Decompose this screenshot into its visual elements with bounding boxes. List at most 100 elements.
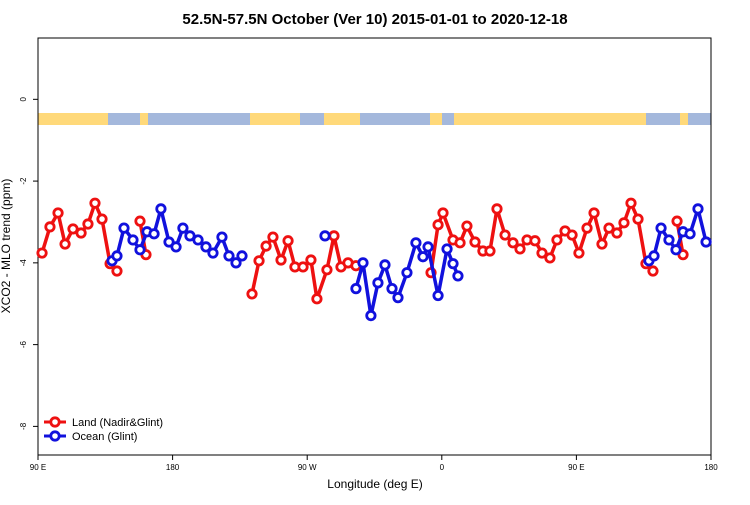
data-point [692,203,704,215]
ocean-strip [148,113,250,125]
ocean-strip [646,113,680,125]
y-axis-label: XCO2 - MLO trend (ppm) [0,179,13,314]
y-tick-label: -2 [19,177,28,185]
data-point [684,228,696,240]
data-point [379,259,391,271]
data-point [155,203,167,215]
data-point [163,236,175,248]
y-tick-label: 0 [19,97,28,102]
data-point [566,229,578,241]
data-point [246,288,258,300]
data-point [275,254,287,266]
data-point [75,227,87,239]
ocean-strip [300,113,324,125]
data-point [700,236,712,248]
data-point [573,247,585,259]
data-point [200,241,212,253]
data-point [663,234,675,246]
data-point [588,207,600,219]
data-point [216,231,228,243]
data-point [441,243,453,255]
data-point [236,250,248,262]
data-point [581,222,593,234]
data-point [536,247,548,259]
data-point [603,222,615,234]
data-point [452,270,464,282]
data-point [618,217,630,229]
data-point [432,289,444,302]
data-point [44,221,56,233]
data-point [111,265,123,277]
y-tick-label: -8 [19,422,28,430]
data-point [319,230,331,242]
plot-frame [37,37,712,456]
data-point [514,243,526,255]
data-point [677,249,689,261]
data-point [491,203,503,215]
x-tick-label: 0 [440,463,445,472]
data-point [544,252,556,264]
data-point [432,219,444,231]
data-point [96,213,108,225]
data-point [410,237,422,249]
y-tick-label: -4 [19,259,28,267]
data-point [177,222,189,234]
data-point [596,238,608,250]
map-strip [38,113,711,125]
data-point [611,227,623,239]
data-point [134,244,146,256]
legend-marker [49,430,61,442]
chart-title: 52.5N-57.5N October (Ver 10) 2015-01-01 … [182,11,567,28]
data-point [365,309,377,322]
data-point [499,229,511,241]
data-point [67,223,79,235]
data-point [392,292,404,304]
data-point [647,265,659,277]
data-point [454,237,466,249]
x-tick-label: 90 E [30,463,46,472]
data-point [148,228,160,240]
data-point [134,215,146,227]
data-point [655,222,667,234]
data-point [551,234,563,246]
data-point [230,257,242,269]
data-point [192,234,204,246]
legend-label: Ocean (Glint) [72,431,137,443]
data-point [437,207,449,219]
ocean-strip [442,113,454,125]
data-point [223,250,235,262]
data-point [89,197,101,209]
data-point [357,257,369,269]
data-point [484,245,496,257]
data-point [417,251,429,263]
data-point [260,240,272,252]
x-tick-label: 90 W [298,463,317,472]
data-point [422,241,434,253]
x-tick-label: 180 [166,463,180,472]
data-point [59,238,71,250]
data-point [267,231,279,243]
data-point [632,213,644,225]
data-point [328,230,340,242]
data-point [111,250,123,262]
x-tick-label: 180 [704,463,718,472]
data-point [305,254,317,266]
data-point [311,293,323,305]
data-point [671,215,683,227]
data-point [461,220,473,232]
data-point [297,261,309,273]
data-point [447,258,459,270]
data-point [52,207,64,219]
data-point [321,264,333,276]
data-point [118,222,130,234]
ocean-strip [360,113,430,125]
data-point [36,247,48,259]
data-point [170,241,182,253]
data-point [469,236,481,248]
y-tick-label: -6 [19,341,28,349]
x-tick-label: 90 E [568,463,584,472]
data-point [127,234,139,246]
data-point [282,235,294,247]
